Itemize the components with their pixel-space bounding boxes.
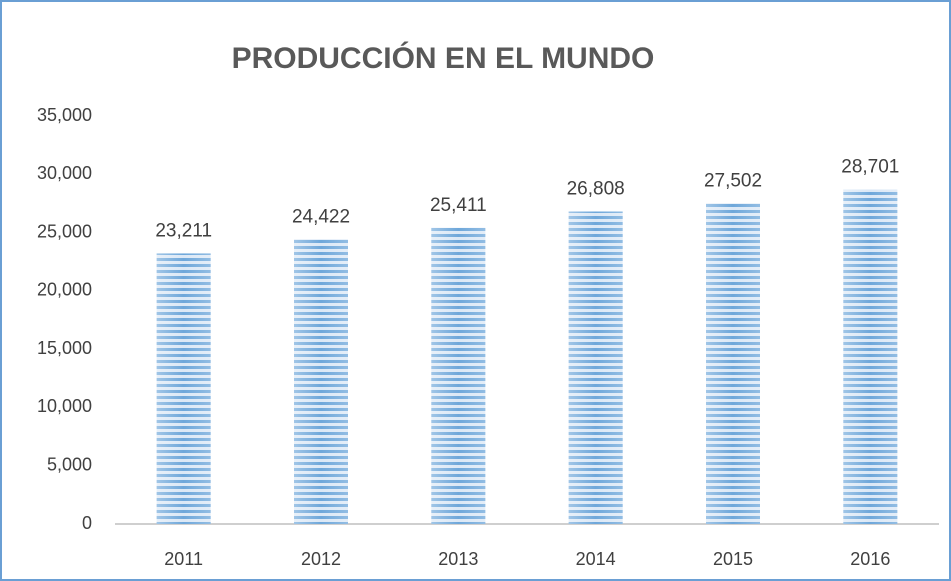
bar-highlight <box>156 253 211 524</box>
bar-highlight <box>843 189 898 524</box>
y-tick-label: 5,000 <box>47 454 92 474</box>
data-label: 25,411 <box>430 195 487 216</box>
data-label: 26,808 <box>567 179 625 200</box>
x-tick-label: 2011 <box>164 549 203 569</box>
y-tick-label: 25,000 <box>37 221 92 241</box>
data-label: 23,211 <box>155 220 212 241</box>
x-tick-label: 2013 <box>438 549 478 569</box>
data-label: 27,502 <box>704 170 762 191</box>
x-tick-label: 2014 <box>576 549 616 569</box>
y-tick-label: 0 <box>82 513 92 533</box>
y-tick-label: 30,000 <box>37 163 92 183</box>
data-label: 24,422 <box>292 206 350 227</box>
x-tick-label: 2012 <box>301 549 341 569</box>
data-label: 28,701 <box>841 156 899 177</box>
bar-highlight <box>706 203 760 524</box>
bar-highlight <box>294 239 348 524</box>
y-tick-label: 10,000 <box>37 396 92 416</box>
x-tick-label: 2015 <box>713 549 753 569</box>
bar-highlight <box>568 211 623 525</box>
y-tick-label: 20,000 <box>37 280 92 300</box>
bar-highlight <box>431 227 486 525</box>
chart-title: PRODUCCIÓN EN EL MUNDO <box>232 41 655 75</box>
y-tick-label: 15,000 <box>37 338 92 358</box>
x-tick-label: 2016 <box>850 549 890 569</box>
y-tick-label: 35,000 <box>37 105 92 125</box>
